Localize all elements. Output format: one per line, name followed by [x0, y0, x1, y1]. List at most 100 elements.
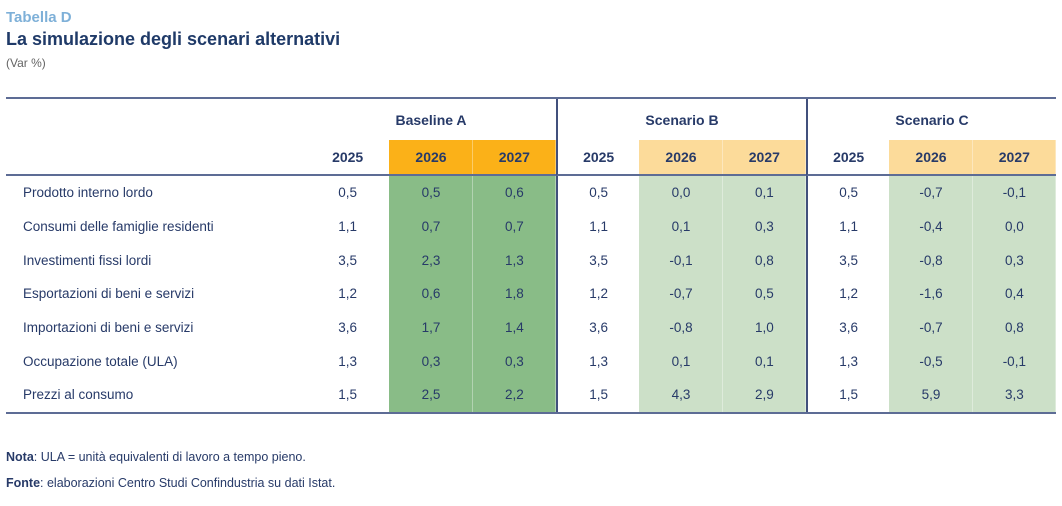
value-cell: 0,7 — [472, 209, 556, 244]
source-text: : elaborazioni Centro Studi Confindustri… — [40, 475, 336, 490]
value-cell: 0,5 — [806, 176, 889, 210]
value-cell: 0,5 — [389, 176, 473, 210]
value-cell: 0,1 — [722, 344, 806, 379]
note-text: : ULA = unità equivalenti di lavoro a te… — [33, 449, 306, 464]
report-table-figure: Tabella D La simulazione degli scenari a… — [6, 9, 1062, 491]
value-cell: -0,8 — [639, 310, 723, 345]
value-cell: -0,1 — [972, 176, 1056, 210]
value-cell: 0,4 — [972, 277, 1056, 311]
units-subtitle: (Var %) — [6, 56, 46, 70]
source-line: Fonte: elaborazioni Centro Studi Confind… — [6, 476, 1062, 491]
scenarios-table: Baseline A Scenario B Scenario C 2025 20… — [6, 97, 1056, 414]
value-cell: 0,5 — [556, 176, 639, 210]
row-label: Occupazione totale (ULA) — [23, 353, 178, 369]
value-cell: 0,5 — [722, 277, 806, 311]
year-header: 2026 — [389, 140, 473, 176]
row-label: Prodotto interno lordo — [23, 185, 153, 201]
value-cell: 1,5 — [806, 378, 889, 412]
value-cell: -1,6 — [889, 277, 973, 311]
value-cell: 0,1 — [722, 176, 806, 210]
value-cell: 1,5 — [556, 378, 639, 412]
note-line: Nota: ULA = unità equivalenti di lavoro … — [6, 450, 1062, 465]
value-cell: 1,7 — [389, 310, 473, 345]
page-title: La simulazione degli scenari alternativi — [6, 29, 341, 49]
value-cell: 3,5 — [806, 243, 889, 278]
value-cell: -0,7 — [639, 277, 723, 311]
value-cell: -0,4 — [889, 209, 973, 244]
row-label: Consumi delle famiglie residenti — [23, 219, 214, 235]
value-cell: 0,8 — [722, 243, 806, 278]
table-row: Investimenti fissi lordi 3,5 2,3 1,3 3,5… — [6, 243, 1056, 278]
value-cell: 1,2 — [338, 286, 358, 302]
group-header-scenario-c: Scenario C — [806, 99, 1056, 140]
year-header: 2027 — [722, 140, 806, 176]
value-cell: 0,0 — [639, 176, 723, 210]
value-cell: 3,6 — [806, 310, 889, 345]
year-header: 2027 — [472, 140, 556, 176]
year-header: 2026 — [889, 140, 973, 176]
group-header-scenario-b: Scenario B — [556, 99, 806, 140]
value-cell: 0,7 — [389, 209, 473, 244]
value-cell: -0,7 — [889, 176, 973, 210]
value-cell: 0,3 — [722, 209, 806, 244]
row-label: Importazioni di beni e servizi — [23, 320, 194, 336]
value-cell: 4,3 — [639, 378, 723, 412]
value-cell: 0,6 — [389, 277, 473, 311]
source-label: Fonte — [6, 475, 41, 490]
row-label: Prezzi al consumo — [23, 387, 134, 403]
table-row: Prodotto interno lordo 0,5 0,5 0,6 0,5 0… — [6, 176, 1056, 210]
value-cell: 1,3 — [556, 344, 639, 379]
value-cell: 1,1 — [806, 209, 889, 244]
value-cell: 0,6 — [472, 176, 556, 210]
table-row: Prezzi al consumo 1,5 2,5 2,2 1,5 4,3 2,… — [6, 378, 1056, 412]
value-cell: 0,1 — [639, 344, 723, 379]
value-cell: -0,7 — [889, 310, 973, 345]
value-cell: 0,5 — [338, 185, 358, 201]
value-cell: 3,6 — [338, 320, 358, 336]
year-header: 2025 — [306, 140, 390, 176]
value-cell: 3,5 — [338, 252, 358, 268]
year-header: 2025 — [556, 140, 640, 176]
value-cell: 0,3 — [972, 243, 1056, 278]
value-cell: -0,5 — [889, 344, 973, 379]
note-label: Nota — [6, 449, 34, 464]
table-row: Consumi delle famiglie residenti 1,1 0,7… — [6, 209, 1056, 244]
year-header: 2027 — [972, 140, 1056, 176]
value-cell: -0,8 — [889, 243, 973, 278]
value-cell: 1,4 — [472, 310, 556, 345]
value-cell: 1,3 — [338, 353, 358, 369]
year-header-spacer — [6, 140, 306, 176]
year-header-row: 2025 2026 2027 2025 2026 2027 2025 2026 … — [6, 140, 1056, 176]
value-cell: 0,3 — [472, 344, 556, 379]
value-cell: 5,9 — [889, 378, 973, 412]
value-cell: 1,0 — [722, 310, 806, 345]
value-cell: 1,3 — [472, 243, 556, 278]
value-cell: 0,3 — [389, 344, 473, 379]
group-header-spacer — [6, 99, 306, 140]
value-cell: 1,1 — [556, 209, 639, 244]
value-cell: 0,0 — [972, 209, 1056, 244]
row-label: Investimenti fissi lordi — [23, 252, 152, 268]
table-row: Esportazioni di beni e servizi 1,2 0,6 1… — [6, 277, 1056, 311]
value-cell: -0,1 — [972, 344, 1056, 379]
table-row: Importazioni di beni e servizi 3,6 1,7 1… — [6, 310, 1056, 345]
value-cell: 0,8 — [972, 310, 1056, 345]
value-cell: 1,5 — [338, 387, 358, 403]
footnotes: Nota: ULA = unità equivalenti di lavoro … — [6, 450, 1062, 491]
value-cell: 2,3 — [389, 243, 473, 278]
group-header-baseline-a: Baseline A — [395, 111, 467, 128]
value-cell: 0,1 — [639, 209, 723, 244]
value-cell: 2,2 — [472, 378, 556, 412]
value-cell: 1,3 — [806, 344, 889, 379]
year-header: 2025 — [806, 140, 890, 176]
value-cell: 1,2 — [806, 277, 889, 311]
value-cell: 3,6 — [556, 310, 639, 345]
year-header: 2026 — [639, 140, 723, 176]
value-cell: 3,3 — [972, 378, 1056, 412]
value-cell: 2,5 — [389, 378, 473, 412]
value-cell: 3,5 — [556, 243, 639, 278]
value-cell: -0,1 — [639, 243, 723, 278]
value-cell: 1,1 — [338, 219, 358, 235]
value-cell: 1,2 — [556, 277, 639, 311]
value-cell: 2,9 — [722, 378, 806, 412]
